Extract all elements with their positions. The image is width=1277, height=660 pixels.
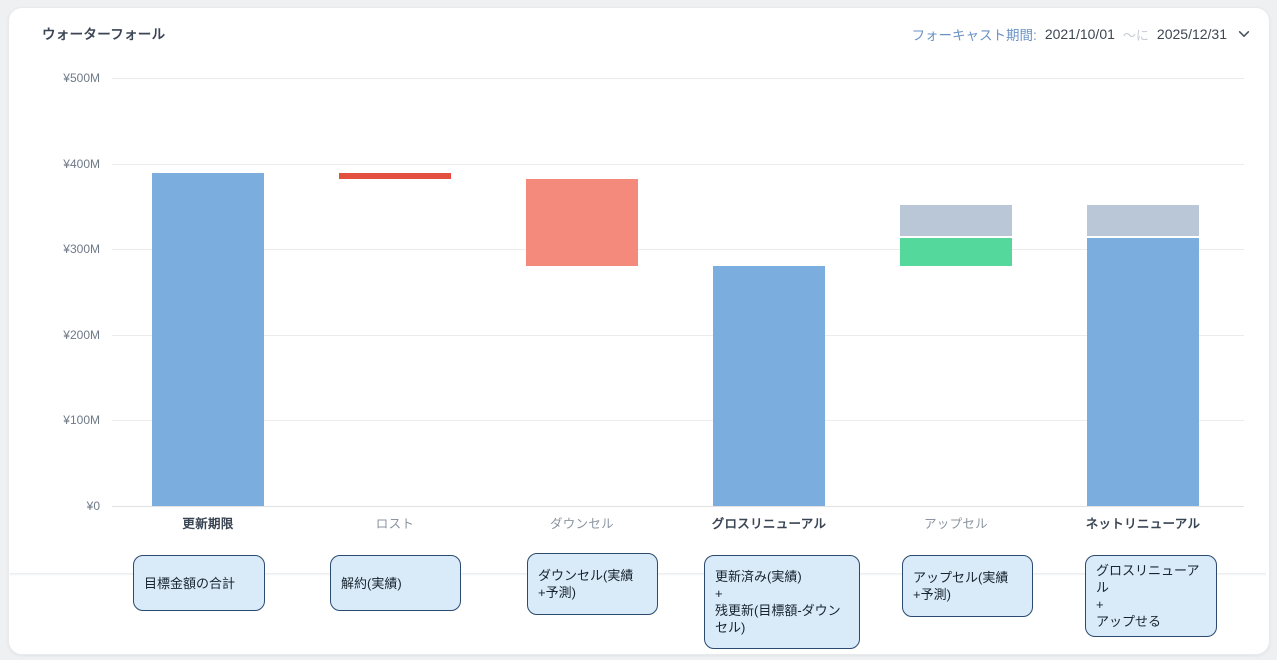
callout-net-renewal: グロスリニューアル + アップせる	[1085, 555, 1217, 637]
bar-upsell-segment-2[interactable]	[900, 204, 1012, 239]
bar-downsell[interactable]	[526, 179, 638, 267]
gridline	[112, 249, 1244, 251]
y-axis-tick-label: ¥300M	[63, 242, 100, 257]
callout-gross-renewal: 更新済み(実績) + 残更新(目標額-ダウンセル)	[704, 555, 860, 649]
bar-net-renewal-segment-1[interactable]	[1087, 238, 1199, 506]
y-axis-tick-label: ¥500M	[63, 71, 100, 85]
chevron-down-icon[interactable]	[1237, 27, 1251, 41]
y-axis-tick-label: ¥400M	[63, 156, 100, 171]
gridline	[112, 163, 1244, 165]
gridline	[112, 420, 1244, 422]
bar-net-renewal-segment-2[interactable]	[1087, 204, 1199, 239]
forecast-start-date[interactable]: 2021/10/01	[1044, 26, 1115, 42]
callout-lost-text: 解約(実績)	[341, 575, 402, 591]
forecast-end-date[interactable]: 2025/12/31	[1156, 26, 1227, 42]
x-label-gross-renewal: グロスリニューアル	[711, 517, 827, 531]
x-label-downsell: ダウンセル	[549, 517, 614, 531]
callout-renewal-due-text: 目標金額の合計	[144, 575, 236, 591]
y-axis-tick-label: ¥100M	[63, 413, 100, 428]
gridline	[112, 506, 1244, 507]
x-label-upsell: アップセル	[923, 517, 988, 531]
callout-renewal-due: 目標金額の合計	[133, 555, 265, 611]
callout-lost: 解約(実績)	[330, 555, 461, 611]
x-label-lost: ロスト	[375, 517, 415, 531]
gridline	[112, 78, 1244, 79]
forecast-range-separator: 〜に	[1122, 27, 1149, 43]
callout-downsell: ダウンセル(実績+予測)	[527, 553, 658, 615]
gridline	[112, 334, 1244, 336]
callout-downsell-text: ダウンセル(実績+予測)	[538, 568, 634, 600]
callout-net-renewal-text: グロスリニューアル + アップせる	[1096, 563, 1200, 629]
page-title: ウォーターフォール	[42, 27, 166, 42]
x-label-renewal-due: 更新期限	[182, 517, 234, 531]
callout-upsell: アップセル(実績+予測)	[902, 555, 1033, 617]
bar-gross-renewal[interactable]	[713, 266, 825, 506]
bar-renewal-due[interactable]	[152, 173, 264, 506]
y-axis-tick-label: ¥200M	[63, 327, 100, 342]
forecast-period-label: フォーキャスト期間:	[911, 28, 1037, 43]
bar-lost[interactable]	[339, 173, 451, 179]
x-label-net-renewal: ネットリニューアル	[1085, 517, 1201, 531]
forecast-period-picker[interactable]: フォーキャスト期間: 2021/10/01 〜に 2025/12/31	[912, 24, 1251, 44]
callout-gross-renewal-text: 更新済み(実績) + 残更新(目標額-ダウンセル)	[715, 569, 841, 635]
bar-upsell-segment-1[interactable]	[900, 238, 1012, 267]
y-axis-tick-label: ¥0	[86, 499, 100, 513]
callout-upsell-text: アップセル(実績+予測)	[913, 570, 1009, 602]
